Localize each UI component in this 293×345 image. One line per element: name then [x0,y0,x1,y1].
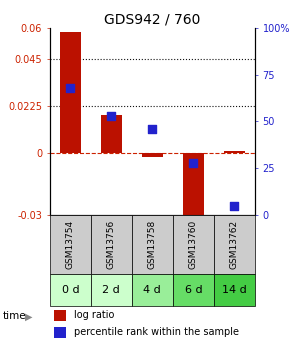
Bar [60,32,81,153]
Text: 14 d: 14 d [222,285,247,295]
Text: GSM13756: GSM13756 [107,220,116,269]
Bar [132,274,173,306]
Text: 2 d: 2 d [103,285,120,295]
Text: ▶: ▶ [25,312,33,321]
Bar [173,215,214,274]
Text: 6 d: 6 d [185,285,202,295]
Text: percentile rank within the sample: percentile rank within the sample [74,327,239,337]
Point [68,85,73,90]
Point [150,126,155,132]
Bar [214,215,255,274]
Bar [91,215,132,274]
Bar [54,310,66,321]
Point [232,203,237,209]
Bar [142,153,163,157]
Text: GSM13758: GSM13758 [148,220,157,269]
Title: GDS942 / 760: GDS942 / 760 [104,12,200,27]
Point [191,160,196,166]
Bar [91,274,132,306]
Bar [173,274,214,306]
Bar [132,215,173,274]
Bar [183,153,204,232]
Text: GSM13760: GSM13760 [189,220,198,269]
Text: log ratio: log ratio [74,310,115,321]
Text: GSM13754: GSM13754 [66,220,75,269]
Text: time: time [3,311,27,321]
Text: 0 d: 0 d [62,285,79,295]
Bar [50,215,91,274]
Bar [54,327,66,338]
Bar [214,274,255,306]
Text: GSM13762: GSM13762 [230,220,239,269]
Text: 4 d: 4 d [144,285,161,295]
Bar [224,151,245,153]
Point [109,113,114,119]
Bar [101,115,122,153]
Bar [50,274,91,306]
